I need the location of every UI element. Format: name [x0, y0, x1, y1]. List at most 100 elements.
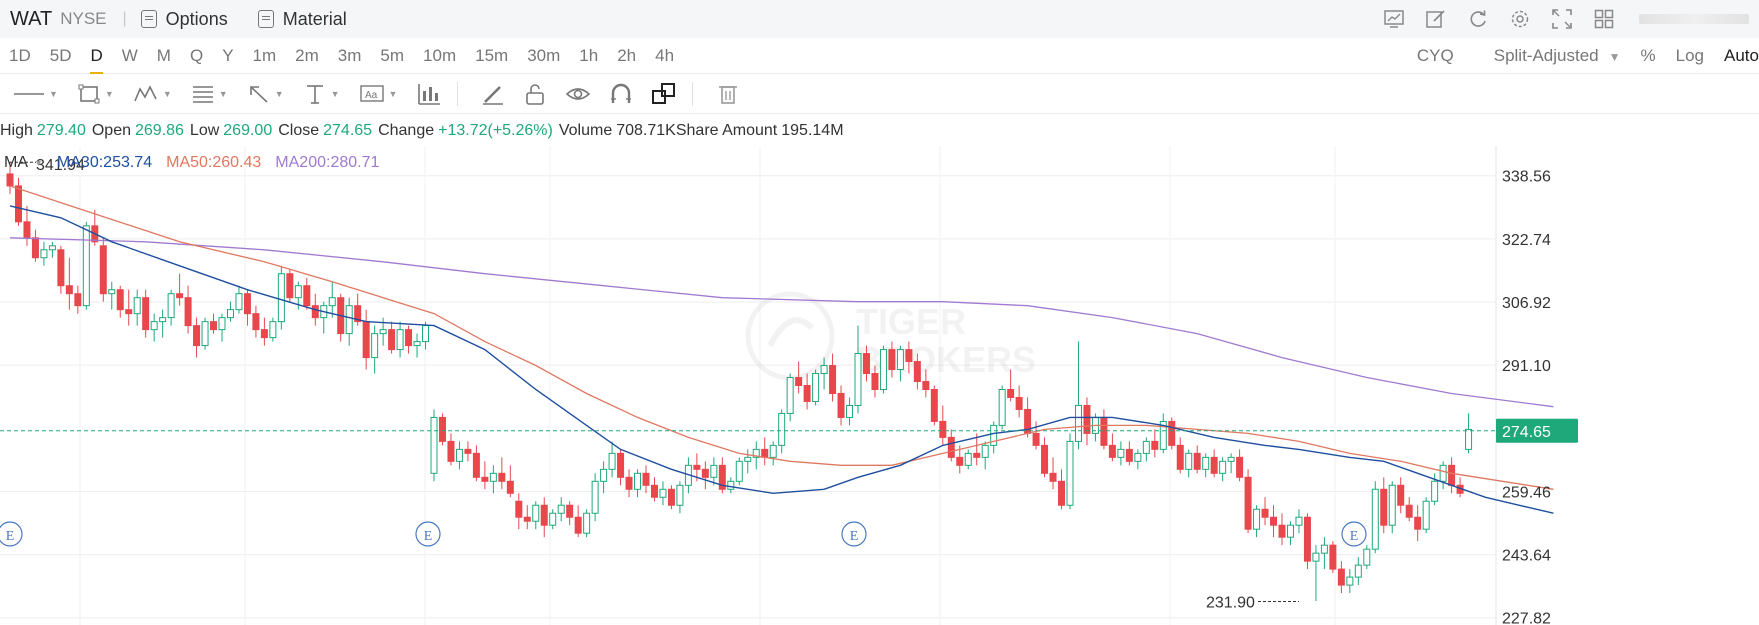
candle-body — [1253, 508, 1261, 530]
candle-body — [1388, 484, 1396, 526]
period-q[interactable]: Q — [189, 45, 204, 65]
exchange-label: NYSE — [60, 9, 107, 28]
period-w[interactable]: W — [121, 45, 138, 65]
ma-dropdown-icon[interactable]: ▼ — [34, 158, 43, 168]
arrow-tool[interactable]: ▼ — [248, 79, 284, 109]
earnings-marker — [841, 521, 867, 547]
ma-indicator-label[interactable]: MA — [4, 154, 28, 171]
period-y[interactable]: Y — [222, 45, 234, 65]
period-1m[interactable]: 1m — [252, 45, 277, 65]
log-toggle[interactable]: Log — [1675, 46, 1705, 65]
low-marker: 231.90 — [1206, 594, 1255, 611]
candle-body — [1134, 452, 1142, 462]
candle-body — [1151, 440, 1159, 450]
eye-icon — [566, 87, 591, 100]
close-label: Close — [278, 122, 320, 139]
period-4h[interactable]: 4h — [655, 45, 675, 65]
candle-body — [1159, 420, 1167, 450]
volume-value: 708.71K — [616, 122, 676, 139]
price-axis: 338.56 322.74 306.92 291.10 274.65 259.46 243.… — [1502, 169, 1551, 625]
candle-body — [1015, 396, 1023, 410]
lock-toggle[interactable] — [524, 79, 546, 109]
candle-body — [277, 273, 285, 323]
layers-toggle[interactable] — [652, 79, 676, 109]
percent-toggle[interactable]: % — [1640, 46, 1656, 65]
high-value: 279.40 — [36, 122, 86, 139]
candle-body — [260, 329, 268, 339]
period-30m[interactable]: 30m — [527, 45, 561, 65]
candle-body — [1261, 508, 1269, 518]
vertical-measure-tool[interactable]: ▼ — [304, 79, 340, 109]
period-5m[interactable]: 5m — [380, 45, 405, 65]
fullscreen-icon[interactable] — [1551, 8, 1573, 30]
fib-tool[interactable]: ▼ — [192, 79, 228, 109]
candle-body — [1193, 452, 1201, 470]
candle-body — [1041, 444, 1049, 474]
candle-body — [1371, 488, 1379, 550]
candle-body — [1032, 432, 1040, 446]
indicator-tool[interactable] — [417, 79, 441, 109]
line-tool[interactable]: ▼ — [14, 79, 58, 109]
candle-body — [523, 516, 531, 522]
period-2h[interactable]: 2h — [617, 45, 637, 65]
period-3m[interactable]: 3m — [337, 45, 362, 65]
pattern-tool[interactable]: ▼ — [134, 79, 172, 109]
cyq-toggle[interactable]: CYQ — [1416, 46, 1454, 65]
candle-body — [820, 365, 828, 375]
period-2m[interactable]: 2m — [295, 45, 319, 65]
candle-body — [930, 388, 938, 422]
period-10m[interactable]: 10m — [423, 45, 457, 65]
settings-gear-icon[interactable] — [1509, 8, 1531, 30]
candle-body — [583, 512, 591, 534]
candlestick-chart[interactable]: TIGER BROKERS 338.56322.74306.92291.1027… — [0, 146, 1759, 625]
trash-icon — [719, 85, 738, 104]
candle-body — [659, 488, 667, 498]
period-1d[interactable]: 1D — [9, 45, 31, 65]
candle-body — [693, 464, 701, 470]
delete-drawings[interactable] — [717, 79, 739, 109]
candle-body — [396, 329, 404, 351]
candle-body — [1117, 448, 1125, 458]
candle-body — [142, 297, 150, 331]
auto-toggle[interactable]: Auto — [1724, 46, 1759, 65]
rectangle-tool[interactable]: ▼ — [78, 79, 114, 109]
top-icon-group — [1363, 0, 1759, 38]
draw-pen-icon[interactable] — [1425, 8, 1447, 30]
adjust-select[interactable]: Split-Adjusted ▼ — [1474, 46, 1621, 66]
candle-body — [1176, 444, 1184, 470]
candle-body — [1227, 456, 1235, 462]
candle-body — [23, 221, 31, 239]
chart-view-icon[interactable] — [1383, 8, 1405, 30]
candle-body — [795, 377, 803, 386]
period-d[interactable]: D — [90, 45, 104, 74]
material-link[interactable]: Material — [257, 9, 347, 30]
candle-body — [812, 373, 820, 402]
candle-body — [150, 321, 158, 331]
candle-body — [735, 460, 743, 482]
visibility-toggle[interactable] — [566, 79, 591, 109]
period-1h[interactable]: 1h — [579, 45, 599, 65]
earnings-marker-label: E — [1350, 529, 1359, 544]
candle-body — [608, 452, 616, 470]
candle-body — [1448, 464, 1456, 486]
period-5d[interactable]: 5D — [49, 45, 72, 65]
refresh-icon[interactable] — [1467, 8, 1489, 30]
candle-body — [744, 456, 752, 462]
candle-body — [786, 377, 794, 414]
options-link[interactable]: Options — [140, 9, 228, 30]
share-amount-value: 195.14M — [781, 122, 844, 139]
grid-layout-icon[interactable] — [1593, 8, 1615, 30]
period-m[interactable]: M — [156, 45, 171, 65]
account-name-blurred[interactable] — [1639, 14, 1749, 24]
adjust-select-label: Split-Adjusted — [1493, 46, 1599, 65]
low-value: 269.00 — [223, 122, 273, 139]
text-tool[interactable]: Aa ▼ — [359, 79, 397, 109]
period-15m[interactable]: 15m — [475, 45, 509, 65]
candle-body — [1049, 472, 1057, 482]
magnet-toggle[interactable] — [610, 79, 632, 109]
candle-body — [1185, 452, 1193, 470]
pencil-tool[interactable] — [482, 79, 504, 109]
candle-body — [650, 484, 658, 498]
candle-body — [1329, 544, 1337, 570]
ma200-value: MA200:280.71 — [275, 154, 380, 171]
